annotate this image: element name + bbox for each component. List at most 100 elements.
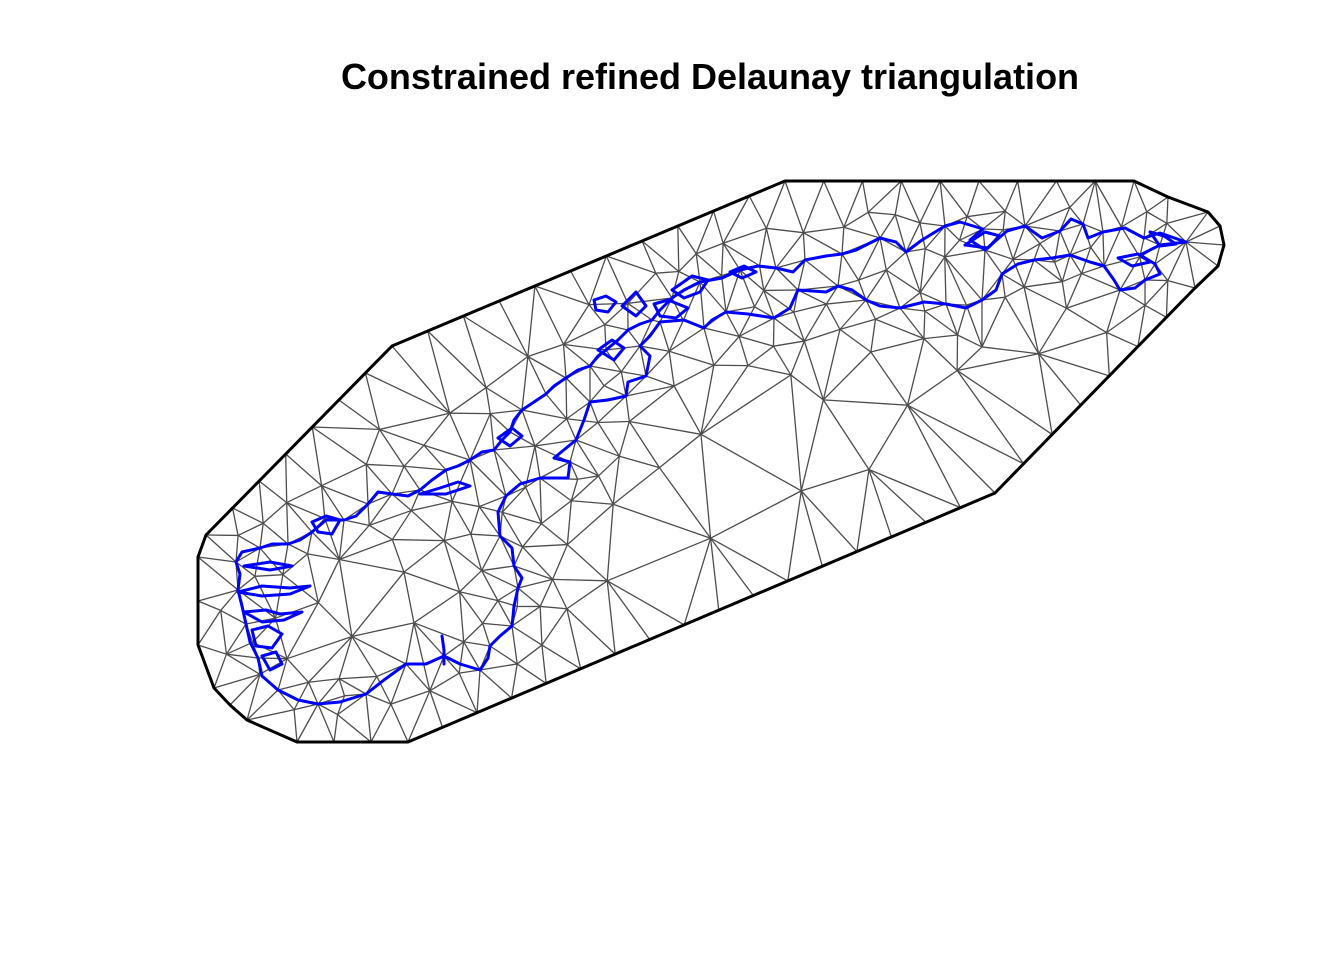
mesh-edge xyxy=(451,501,472,535)
mesh-edge xyxy=(919,248,926,293)
mesh-edge xyxy=(566,608,616,655)
mesh-edge xyxy=(700,365,715,435)
mesh-edge xyxy=(485,355,529,389)
mesh-edge xyxy=(338,636,353,679)
mesh-edge xyxy=(1024,281,1063,288)
mesh-edge xyxy=(220,609,247,625)
mesh-edge xyxy=(618,421,630,457)
mesh-edge xyxy=(944,256,967,306)
mesh-edge xyxy=(501,511,524,548)
mesh-edge xyxy=(655,270,679,274)
mesh-edge xyxy=(293,681,310,711)
mesh-edge xyxy=(1144,263,1156,281)
mesh-edge xyxy=(470,533,501,537)
mesh-edge xyxy=(944,256,983,301)
mesh-edge xyxy=(459,591,484,624)
mesh-edge xyxy=(826,299,867,305)
mesh-edge xyxy=(534,418,568,447)
mesh-edge xyxy=(527,343,564,358)
mesh-edge xyxy=(1166,196,1169,224)
mesh-edge xyxy=(1038,353,1082,406)
mesh-edge xyxy=(311,426,323,486)
mesh-edge xyxy=(451,459,471,502)
mesh-edge xyxy=(924,310,958,336)
mesh-edge xyxy=(606,580,685,626)
mesh-edge xyxy=(489,413,511,433)
mesh-edge xyxy=(839,318,876,331)
mesh-edge xyxy=(1082,223,1104,233)
mesh-edge xyxy=(1167,279,1196,289)
mesh-edge xyxy=(868,469,893,538)
mesh-edge xyxy=(944,225,960,241)
mesh-edge xyxy=(403,444,425,467)
mesh-edge xyxy=(321,485,345,521)
mesh-edge xyxy=(939,180,968,218)
mesh-edge xyxy=(220,589,239,611)
mesh-edge xyxy=(879,214,896,239)
mesh-edge xyxy=(597,475,614,505)
mesh-edge xyxy=(563,343,591,367)
mesh-edge xyxy=(1154,244,1161,265)
mesh-edge xyxy=(197,556,237,563)
mesh-edge xyxy=(237,522,264,537)
mesh-edge xyxy=(668,350,715,366)
mesh-edge xyxy=(944,249,986,258)
mesh-edge xyxy=(522,523,542,548)
mesh-edge xyxy=(351,571,405,637)
mesh-edge xyxy=(413,591,460,624)
mesh-edge xyxy=(197,556,239,591)
mesh-edge xyxy=(308,678,340,683)
mesh-edge xyxy=(469,413,491,461)
mesh-edge xyxy=(823,399,908,406)
mesh-edge xyxy=(822,351,872,401)
mesh-edge xyxy=(700,374,792,435)
mesh-edge xyxy=(775,267,799,291)
mesh-edge xyxy=(459,570,483,593)
mesh-edge xyxy=(645,350,670,377)
mesh-edge xyxy=(569,461,599,477)
mesh-edge xyxy=(1106,289,1121,333)
mesh-edge xyxy=(410,489,421,511)
mesh-edge xyxy=(470,533,483,571)
mesh-edge xyxy=(894,214,907,253)
mesh-edge xyxy=(837,253,843,287)
mesh-edge xyxy=(463,315,529,358)
mesh-edge xyxy=(639,345,647,377)
mesh-edge xyxy=(763,267,777,291)
mesh-edge xyxy=(703,327,740,338)
mesh-edge xyxy=(720,275,727,313)
mesh-edge xyxy=(1139,256,1146,281)
mesh-edge xyxy=(875,307,901,320)
mesh-edge xyxy=(804,259,839,287)
mesh-edge xyxy=(566,544,608,582)
mesh-edge xyxy=(1106,304,1146,334)
mesh-edge xyxy=(1167,241,1187,281)
mesh-edge xyxy=(924,248,946,258)
mesh-edge xyxy=(875,318,925,340)
mesh-edge xyxy=(598,455,620,477)
mesh-edge xyxy=(501,486,527,513)
mesh-edge xyxy=(1185,211,1209,243)
mesh-edge xyxy=(802,232,806,261)
mesh-edge xyxy=(790,374,824,401)
mesh-edge xyxy=(606,255,657,274)
mesh-edge xyxy=(254,547,261,577)
mesh-edge xyxy=(1105,332,1110,376)
mesh-edge xyxy=(312,426,380,431)
mesh-edge xyxy=(338,399,380,430)
mesh-edge xyxy=(534,285,565,345)
mesh-edge xyxy=(565,377,591,403)
mesh-edge xyxy=(695,253,723,277)
mesh-edge xyxy=(339,675,377,680)
mesh-edge xyxy=(722,242,741,271)
mesh-edge xyxy=(539,579,554,607)
mesh-edge xyxy=(981,296,1006,301)
mesh-edge xyxy=(324,518,340,560)
mesh-edge xyxy=(682,281,701,321)
mesh-edge xyxy=(285,453,288,503)
mesh-edge xyxy=(378,429,405,467)
mesh-edge xyxy=(489,645,518,665)
mesh-edge xyxy=(497,600,513,627)
mesh-edge xyxy=(589,401,599,423)
mesh-edge xyxy=(765,180,786,229)
